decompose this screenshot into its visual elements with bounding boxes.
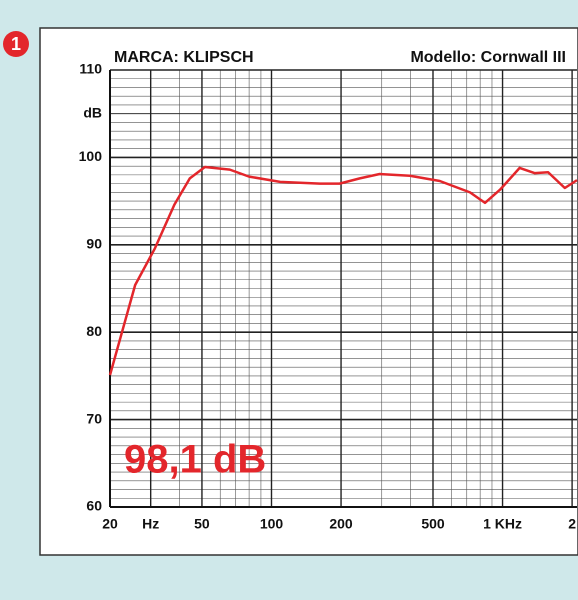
badge-number: 1 xyxy=(11,34,21,54)
x-tick-label: 200 xyxy=(329,516,353,532)
x-tick-label: 100 xyxy=(260,516,284,532)
y-tick-label: 70 xyxy=(86,410,102,426)
x-tick-label: 500 xyxy=(421,516,445,532)
model: Modello: Cornwall III xyxy=(410,49,566,66)
x-tick-label: 50 xyxy=(194,516,210,532)
response-line xyxy=(108,165,578,376)
y-tick-label: 80 xyxy=(86,323,102,339)
y-tick-label: 60 xyxy=(86,498,102,514)
annotation: 98,1 dB xyxy=(124,438,266,482)
brand: MARCA: KLIPSCH xyxy=(114,49,254,66)
y-tick-label: 110 xyxy=(79,61,102,77)
x-tick-label: 1 KHz xyxy=(483,516,522,532)
x-tick-label: Hz xyxy=(142,516,159,532)
y-tick-label: dB xyxy=(83,104,102,120)
x-tick-label: 20 xyxy=(102,516,118,532)
panel xyxy=(39,27,578,556)
badge xyxy=(3,31,29,57)
y-tick-label: 90 xyxy=(86,236,102,252)
x-tick-label: 2 xyxy=(568,516,576,532)
y-tick-label: 100 xyxy=(79,148,103,164)
